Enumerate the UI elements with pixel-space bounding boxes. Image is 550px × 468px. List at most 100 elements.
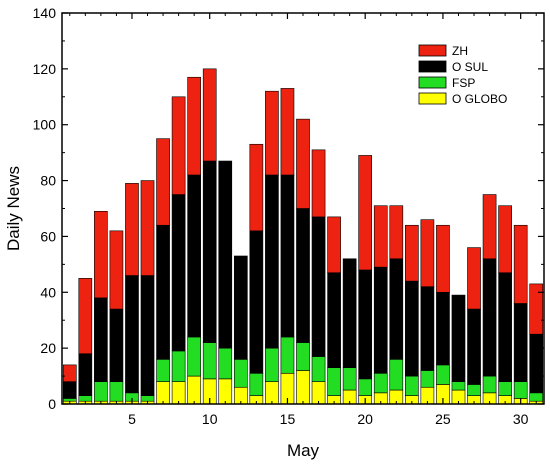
bar-fsp-day-1 [62,398,77,402]
bar-zh-day-25 [436,224,450,293]
bar-zh-day-27 [467,247,481,310]
bar-fsp-day-3 [94,381,108,402]
bar-o-sul-day-14 [265,174,279,349]
bar-fsp-day-10 [202,342,217,380]
bar-fsp-day-7 [156,359,170,382]
bar-fsp-day-25 [436,364,450,385]
y-axis-title: Daily News [4,166,23,251]
bar-fsp-day-24 [420,370,435,388]
bar-o-sul-day-17 [311,216,326,357]
bar-zh-day-13 [249,143,264,232]
bar-zh-day-5 [125,183,139,276]
bar-fsp-day-29 [498,381,512,396]
bar-o-sul-day-6 [140,275,155,396]
bar-o-sul-day-29 [498,272,512,382]
bar-o-globo-day-14 [265,381,279,405]
bar-o-sul-day-30 [513,303,528,382]
bar-fsp-day-13 [249,372,264,396]
legend-swatch-o-globo [418,92,447,105]
legend-label-o-sul: O SUL [452,60,488,74]
bar-fsp-day-11 [218,347,233,380]
y-tick-label: 0 [48,396,56,412]
bar-o-sul-day-4 [109,308,124,382]
bar-fsp-day-18 [327,367,341,396]
bar-o-sul-day-15 [280,174,295,338]
bar-zh-day-15 [280,88,295,176]
legend-swatch-zh [418,44,447,57]
bar-o-sul-day-1 [62,381,77,399]
bar-zh-day-21 [373,205,388,268]
bar-zh-day-29 [498,205,512,274]
x-tick-label: 5 [128,411,136,427]
x-tick-label: 20 [357,411,373,427]
bar-fsp-day-6 [140,395,155,402]
bar-fsp-day-20 [358,378,373,396]
x-tick-label: 15 [280,411,296,427]
bar-fsp-day-19 [342,367,357,391]
bar-fsp-day-22 [389,359,404,391]
bar-o-sul-day-18 [327,272,341,368]
y-tick-label: 140 [33,5,57,21]
bar-fsp-day-21 [373,372,388,394]
bar-fsp-day-12 [233,359,248,388]
legend-label-fsp: FSP [452,76,475,90]
bar-o-sul-day-31 [529,333,544,394]
bar-o-sul-day-13 [249,230,264,374]
legend-label-zh: ZH [452,44,468,58]
bars-layer [62,68,544,405]
bar-zh-day-3 [94,210,108,299]
bar-zh-day-6 [140,180,155,276]
bar-o-sul-day-26 [451,294,466,382]
bar-zh-day-22 [389,205,404,260]
bar-o-globo-day-7 [156,381,170,405]
bar-o-globo-day-17 [311,381,326,405]
y-tick-label: 20 [40,340,56,356]
bar-zh-day-1 [62,364,77,382]
bar-zh-day-10 [202,68,217,162]
legend-swatch-o-sul [418,60,447,73]
ticks-layer: 0 20 40 60 80 100 120 140 5 10 15 20 25 30 [33,5,544,427]
bar-fsp-day-28 [482,375,497,394]
bar-fsp-day-27 [467,384,481,396]
bar-zh-day-17 [311,149,326,218]
bar-fsp-day-4 [109,381,124,402]
bar-o-sul-day-5 [125,275,139,394]
bar-zh-day-2 [78,278,93,355]
bar-zh-day-16 [296,118,310,209]
bar-fsp-day-17 [311,356,326,382]
bar-zh-day-18 [327,216,341,274]
bar-o-sul-day-25 [436,291,450,366]
bar-zh-day-30 [513,224,528,304]
bar-zh-day-28 [482,194,497,260]
bar-o-sul-day-3 [94,297,108,382]
bar-o-sul-day-22 [389,258,404,360]
bar-fsp-day-30 [513,381,528,399]
bar-o-sul-day-27 [467,308,481,385]
bar-zh-day-24 [420,219,435,287]
y-tick-label: 60 [40,228,56,244]
legend-label-o-globo: O GLOBO [452,92,507,106]
bar-o-sul-day-23 [405,280,419,377]
y-tick-label: 120 [33,61,57,77]
bar-fsp-day-31 [529,392,544,402]
bar-zh-day-31 [529,283,544,335]
bar-o-sul-day-19 [342,258,357,368]
bar-fsp-day-9 [187,336,201,377]
bar-o-sul-day-28 [482,258,497,377]
bar-zh-day-9 [187,76,201,176]
bar-o-sul-day-10 [202,160,217,343]
bar-fsp-day-26 [451,381,466,391]
bar-fsp-day-14 [265,347,279,382]
bar-o-globo-day-11 [218,378,233,405]
x-tick-label: 10 [202,411,218,427]
x-axis-title: May [287,441,320,460]
bar-o-sul-day-20 [358,269,373,380]
bar-fsp-day-23 [405,375,419,396]
bar-o-sul-day-8 [171,194,186,352]
bar-o-sul-day-11 [218,160,233,349]
x-tick-label: 30 [513,411,529,427]
bar-o-sul-day-21 [373,266,388,374]
y-tick-label: 100 [33,117,57,133]
bar-o-sul-day-24 [420,286,435,371]
